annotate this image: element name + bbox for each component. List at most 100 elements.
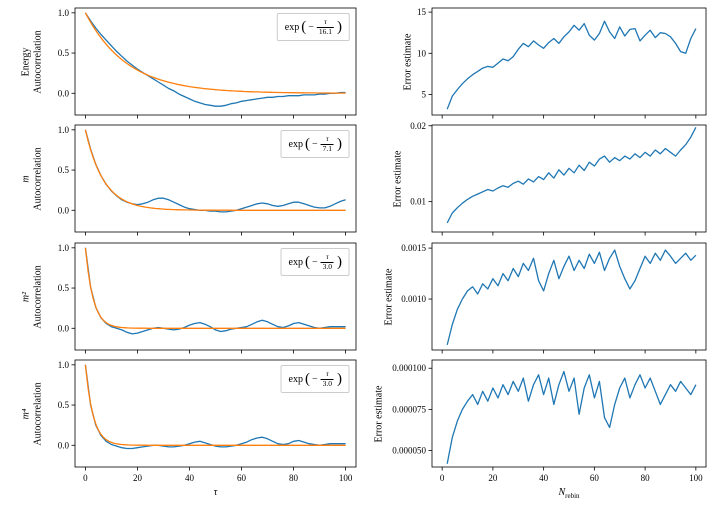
x-axis-label-left: τ — [214, 487, 218, 498]
y-axis-label-text: Autocorrelation — [32, 264, 43, 329]
legend-func-text: exp — [288, 256, 303, 268]
legend-denominator: 7.1 — [320, 143, 334, 153]
legend-close-paren: ) — [337, 253, 342, 270]
y-axis-label-energy-autocorrelation: Energy Autocorrelation — [21, 30, 44, 93]
y-axis-label-text: Error estimate — [401, 33, 413, 90]
subplot-m2-autocorrelation: 0.0 0.5 1.0 — [58, 242, 357, 354]
x-axis-label-text: τ — [213, 487, 218, 498]
y-axis-label-text: Autocorrelation — [32, 146, 43, 211]
x-tick-label: 0 — [83, 473, 88, 483]
legend-minus-sign: − — [308, 21, 314, 33]
y-tick-label: 0.5 — [58, 165, 70, 175]
y-tick-label: 0.000075 — [392, 404, 426, 414]
y-tick-label: 0.0 — [58, 440, 70, 450]
x-axis-label-right: Nrebin — [558, 487, 579, 500]
legend-minus-sign: − — [311, 138, 318, 150]
legend-func-text: exp — [288, 138, 303, 150]
legend-open-paren: ( — [301, 18, 307, 35]
y-axis-label-text: m⁴ — [20, 408, 32, 419]
y-axis-label-text: Autocorrelation — [32, 29, 43, 94]
legend-minus-sign: − — [311, 373, 318, 385]
legend-m2-autocorrelation: exp(− τ 3.0) — [280, 248, 350, 276]
legend-energy-autocorrelation: exp(− τ 16.1) — [276, 13, 350, 41]
y-tick-label: 0.0 — [58, 88, 70, 98]
y-axis-label-text: m² — [20, 291, 32, 302]
x-tick-label: 100 — [339, 473, 353, 483]
legend-denominator: 16.1 — [316, 26, 334, 36]
y-tick-label: 0.5 — [58, 48, 70, 58]
axes-frame — [431, 242, 707, 351]
error-estimate-line — [446, 20, 697, 110]
y-axis-label-text: Error estimate — [373, 385, 385, 442]
x-tick-label: 20 — [488, 473, 498, 483]
y-tick-label: 0.000050 — [392, 446, 426, 456]
y-tick-label: 0.02 — [410, 121, 426, 131]
y-tick-label: 0.0010 — [401, 294, 426, 304]
y-axis-label-m4-autocorrelation: m⁴ Autocorrelation — [21, 382, 44, 445]
x-tick-label: 20 — [133, 473, 143, 483]
legend-m-autocorrelation: exp(− τ 7.1) — [280, 130, 350, 158]
legend-func-text: exp — [288, 373, 303, 385]
legend-close-paren: ) — [337, 370, 342, 387]
x-axis-label-subscript: rebin — [565, 492, 580, 500]
axes-frame — [431, 7, 707, 116]
legend-close-paren: ) — [337, 135, 342, 152]
legend-numerator: τ — [324, 16, 327, 26]
axes-frame — [74, 242, 357, 351]
y-axis-label-text: Error estimate — [392, 150, 404, 207]
legend-close-paren: ) — [337, 18, 342, 35]
x-tick-label: 0 — [440, 473, 445, 483]
y-tick-label: 15 — [417, 7, 427, 17]
y-tick-label: 0.0 — [58, 323, 70, 333]
legend-numerator: τ — [325, 368, 329, 378]
y-axis-label-energy-error-estimate: Error estimate — [402, 33, 414, 90]
legend-open-paren: ( — [304, 253, 310, 270]
legend-fraction: τ 3.0 — [320, 251, 334, 271]
y-axis-label-m4-error-estimate: Error estimate — [374, 385, 386, 442]
autocorrelation-line — [84, 12, 346, 107]
subplot-m4-error-estimate: 0 20 40 60 80 100 0.000050 0.000075 0.000100 — [392, 359, 707, 483]
x-tick-label: 40 — [539, 473, 549, 483]
legend-numerator: τ — [325, 251, 329, 261]
x-tick-label: 40 — [185, 473, 195, 483]
y-tick-label: 10 — [417, 48, 427, 58]
legend-open-paren: ( — [304, 370, 310, 387]
legend-fraction: τ 7.1 — [320, 133, 334, 153]
legend-minus-sign: − — [311, 256, 318, 268]
y-axis-label-m2-error-estimate: Error estimate — [383, 268, 395, 325]
y-tick-label: 0.5 — [58, 283, 70, 293]
axes-frame — [74, 7, 357, 116]
x-tick-label: 80 — [641, 473, 651, 483]
subplot-m2-error-estimate: 0.0010 0.0015 — [401, 242, 707, 354]
legend-denominator: 3.0 — [320, 261, 334, 271]
autocorrelation-line — [84, 364, 346, 450]
y-tick-label: 0.000100 — [392, 363, 426, 373]
x-tick-label: 80 — [289, 473, 299, 483]
y-axis-label-text: m — [20, 174, 32, 183]
subplot-energy-error-estimate: 5 10 15 — [417, 7, 707, 119]
y-tick-label: 0.0 — [58, 205, 70, 215]
y-tick-label: 1.0 — [58, 360, 70, 370]
legend-open-paren: ( — [304, 135, 310, 152]
legend-func-text: exp — [284, 21, 300, 33]
error-estimate-line — [446, 370, 697, 464]
y-axis-label-text: Energy — [20, 47, 32, 76]
x-tick-label: 60 — [590, 473, 600, 483]
y-axis-label-m-autocorrelation: m Autocorrelation — [21, 147, 44, 210]
y-tick-label: 1.0 — [58, 125, 70, 135]
axes-frame — [431, 359, 707, 468]
y-axis-label-m-error-estimate: Error estimate — [392, 150, 404, 207]
autocorrelation-line — [84, 247, 346, 335]
subplot-m-autocorrelation: 0.0 0.5 1.0 — [58, 124, 357, 236]
y-tick-label: 0.0015 — [401, 243, 426, 253]
x-tick-label: 60 — [237, 473, 247, 483]
legend-fraction: τ 16.1 — [316, 16, 334, 36]
legend-numerator: τ — [325, 133, 329, 143]
legend-fraction: τ 3.0 — [320, 368, 334, 388]
error-estimate-line — [446, 126, 697, 224]
fit-line — [84, 129, 346, 211]
legend-m4-autocorrelation: exp(− τ 3.0) — [280, 365, 350, 393]
y-tick-label: 1.0 — [58, 243, 70, 253]
